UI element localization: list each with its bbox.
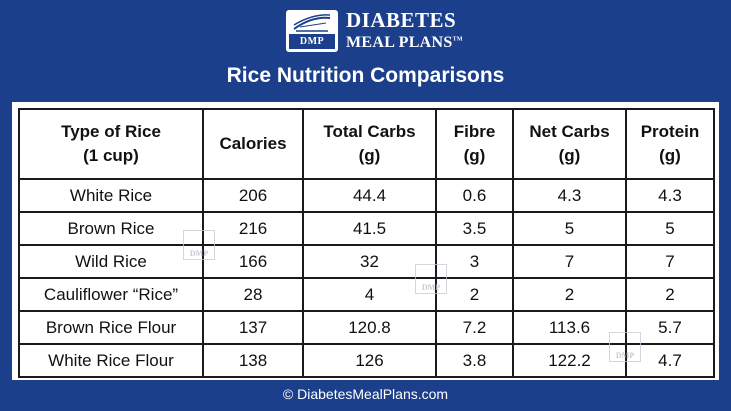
- brand-name-line1: DIABETES: [346, 8, 457, 32]
- trademark: TM: [452, 36, 463, 43]
- cell-net-carbs: 122.2: [512, 343, 627, 378]
- cell-fibre: 3.5: [435, 211, 514, 246]
- cell-total-carbs: 41.5: [302, 211, 437, 246]
- cell-protein: 7: [625, 244, 715, 279]
- cell-calories: 206: [202, 178, 304, 213]
- cell-type: Brown Rice Flour: [18, 310, 204, 345]
- watermark-logo-icon: DMP: [183, 230, 215, 260]
- header-protein: Protein (g): [625, 108, 715, 180]
- cell-protein: 5: [625, 211, 715, 246]
- cell-protein: 2: [625, 277, 715, 312]
- cell-calories: 166: [202, 244, 304, 279]
- cell-net-carbs: 113.6: [512, 310, 627, 345]
- watermark-logo-icon: DMP: [415, 264, 447, 294]
- cell-calories: 216: [202, 211, 304, 246]
- brand-name-line2: MEAL PLANSTM: [346, 35, 463, 51]
- wave-lines-icon: [293, 14, 331, 32]
- brand-logo: DMP DIABETES MEAL PLANSTM: [286, 10, 466, 56]
- cell-total-carbs: 120.8: [302, 310, 437, 345]
- cell-type: Brown Rice: [18, 211, 204, 246]
- cell-net-carbs: 5: [512, 211, 627, 246]
- cell-net-carbs: 4.3: [512, 178, 627, 213]
- page-title: Rice Nutrition Comparisons: [226, 64, 505, 87]
- cell-calories: 28: [202, 277, 304, 312]
- cell-total-carbs: 126: [302, 343, 437, 378]
- nutrition-table: Type of Rice (1 cup) Calories Total Carbs…: [18, 108, 715, 378]
- cell-fibre: 3.8: [435, 343, 514, 378]
- cell-calories: 138: [202, 343, 304, 378]
- cell-protein: 4.3: [625, 178, 715, 213]
- cell-net-carbs: 7: [512, 244, 627, 279]
- cell-fibre: 0.6: [435, 178, 514, 213]
- cell-net-carbs: 2: [512, 277, 627, 312]
- cell-total-carbs: 44.4: [302, 178, 437, 213]
- table-row: White Rice 206 44.4 0.6 4.3 4.3: [18, 178, 715, 213]
- cell-fibre: 2: [435, 277, 514, 312]
- copyright-footer: © DiabetesMealPlans.com: [282, 386, 449, 402]
- cell-fibre: 3: [435, 244, 514, 279]
- cell-type: Cauliflower “Rice”: [18, 277, 204, 312]
- cell-total-carbs: 32: [302, 244, 437, 279]
- watermark-logo-icon: DMP: [609, 332, 641, 362]
- table-row: Brown Rice Flour 137 120.8 7.2 113.6 5.7: [18, 310, 715, 345]
- header-total-carbs: Total Carbs (g): [302, 108, 437, 180]
- table-row: Cauliflower “Rice” 28 4 2 2 2: [18, 277, 715, 312]
- brand-name: DIABETES MEAL PLANSTM: [346, 10, 463, 51]
- dmp-logo-icon: DMP: [286, 10, 338, 52]
- logo-mark-text: DMP: [289, 34, 335, 49]
- table-row: White Rice Flour 138 126 3.8 122.2 4.7: [18, 343, 715, 378]
- cell-type: White Rice Flour: [18, 343, 204, 378]
- brand-name-line2-text: MEAL PLANS: [346, 34, 453, 51]
- table-row: Wild Rice 166 32 3 7 7: [18, 244, 715, 279]
- header-calories: Calories: [202, 108, 304, 180]
- table-panel: Type of Rice (1 cup) Calories Total Carbs…: [12, 102, 719, 380]
- header-fibre: Fibre (g): [435, 108, 514, 180]
- cell-fibre: 7.2: [435, 310, 514, 345]
- cell-total-carbs: 4: [302, 277, 437, 312]
- table-header-row: Type of Rice (1 cup) Calories Total Carbs…: [18, 108, 715, 180]
- cell-type: White Rice: [18, 178, 204, 213]
- cell-calories: 137: [202, 310, 304, 345]
- header-net-carbs: Net Carbs (g): [512, 108, 627, 180]
- cell-type: Wild Rice: [18, 244, 204, 279]
- header-type-of-rice: Type of Rice (1 cup): [18, 108, 204, 180]
- table-row: Brown Rice 216 41.5 3.5 5 5: [18, 211, 715, 246]
